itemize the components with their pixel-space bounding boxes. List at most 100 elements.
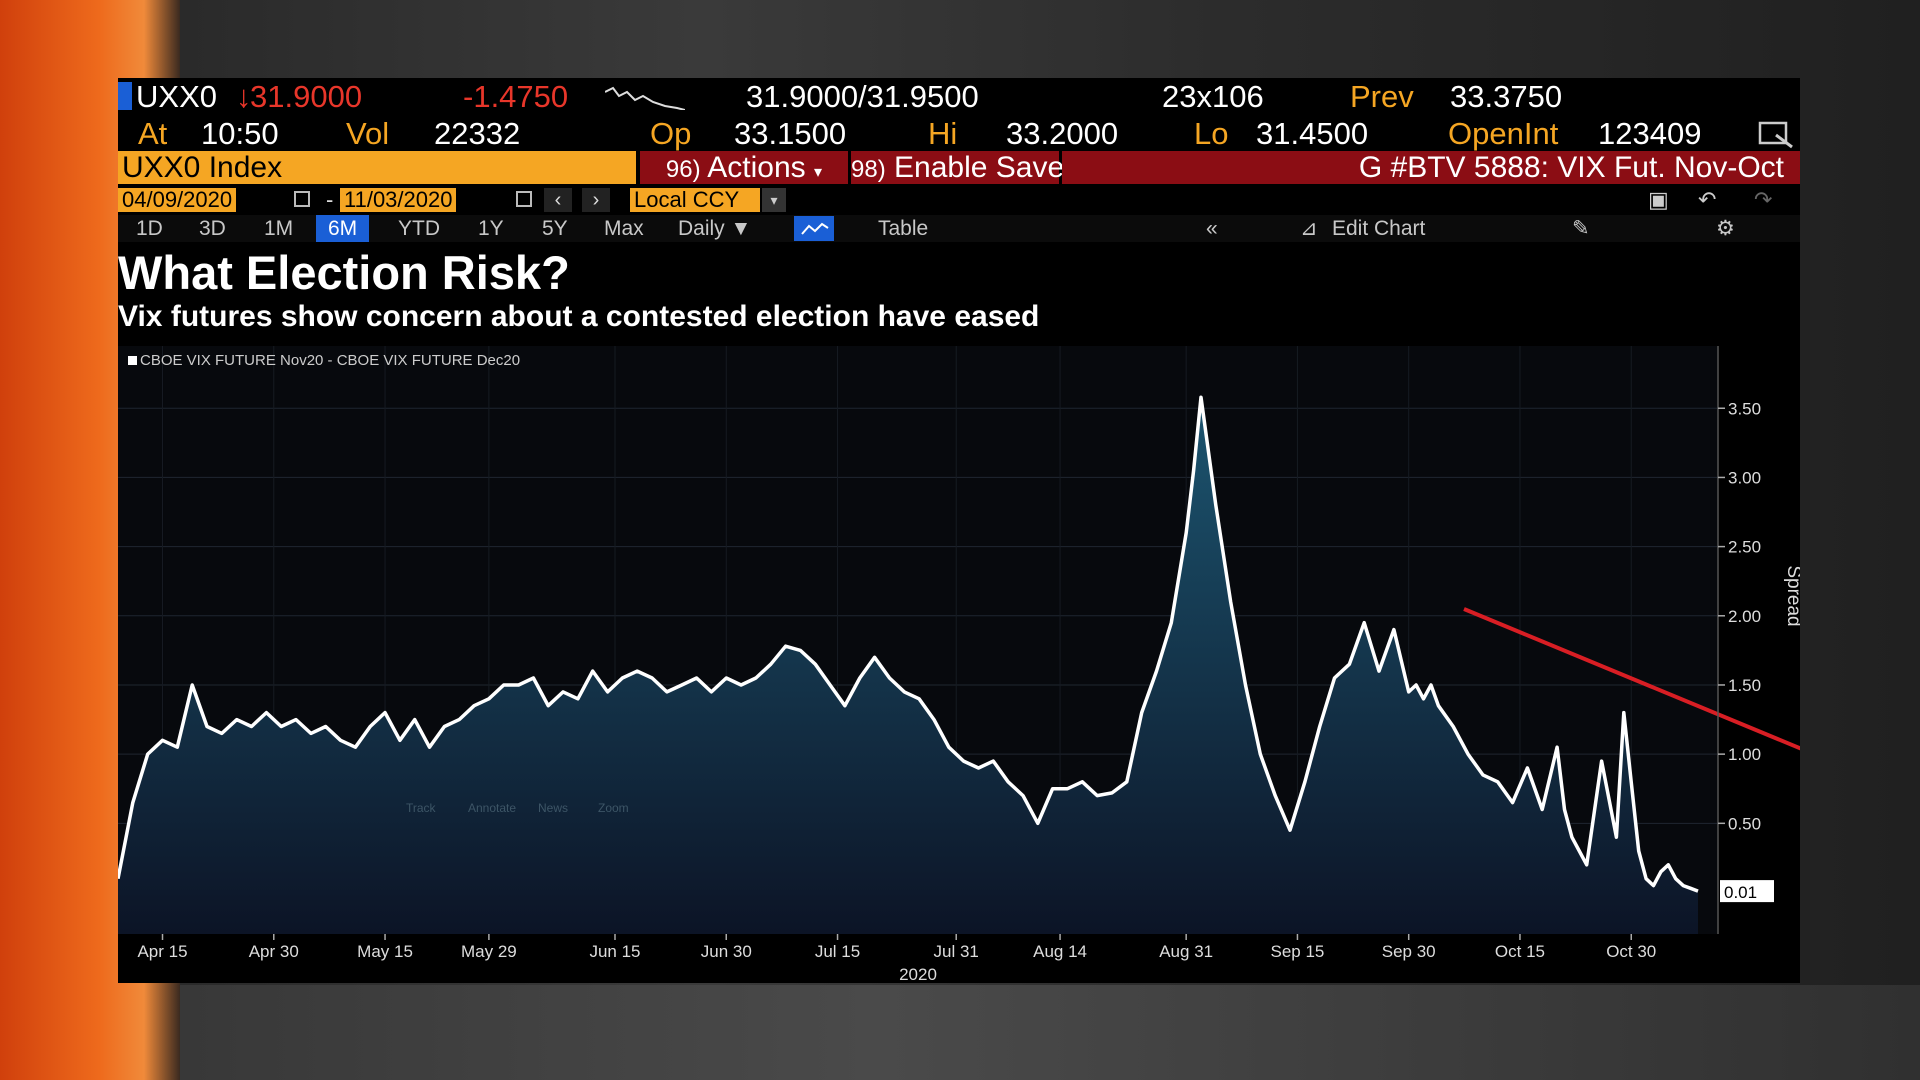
caret-down-icon[interactable]: ▾ — [762, 188, 786, 212]
calendar-icon[interactable] — [516, 191, 532, 207]
line-chart-icon[interactable] — [794, 216, 834, 241]
enable-save-button[interactable]: 98) Enable Save — [851, 151, 1064, 184]
end-date-field[interactable]: 11/03/2020 — [340, 188, 457, 212]
range-1d[interactable]: 1D — [136, 217, 163, 240]
overlay-hint-item: Zoom — [598, 801, 629, 815]
last-value-box — [1720, 880, 1774, 903]
x-tick-label: May 15 — [357, 942, 413, 961]
quote-line-1: UXX0 ↓ 31.9000 -1.4750 31.9000/31.9500 2… — [118, 78, 1800, 115]
redo-icon[interactable]: ↷ — [1754, 187, 1773, 212]
y-tick-label: 1.00 — [1728, 745, 1761, 764]
x-tick-label: Apr 15 — [137, 942, 187, 961]
y-tick-label: 1.50 — [1728, 676, 1761, 695]
gear-icon[interactable]: ⚙ — [1716, 217, 1735, 240]
range-ytd[interactable]: YTD — [398, 217, 440, 240]
range-6m[interactable]: 6M — [316, 215, 370, 242]
overlay-hint-item: Track — [406, 801, 437, 815]
security-field[interactable]: UXX0 Index — [118, 151, 636, 184]
x-tick-label: Jun 15 — [589, 942, 640, 961]
background-desk — [180, 985, 1920, 1080]
bid-ask-size: 23x106 — [1162, 79, 1264, 114]
sparkline-icon — [605, 86, 685, 110]
quote-time: 10:50 — [201, 116, 279, 151]
save-number: 98) — [851, 156, 886, 183]
overlay-hint-item: News — [538, 801, 568, 815]
spread-line — [118, 395, 1699, 893]
trend-arrow — [1463, 607, 1800, 751]
frequency-select[interactable]: Daily ▼ — [678, 215, 751, 242]
edit-chart-button[interactable]: Edit Chart — [1332, 217, 1426, 240]
x-axis-label: 2020 — [899, 965, 937, 983]
command-bar: UXX0 Index 96) Actions ▾ 98) Enable Save… — [118, 151, 1800, 184]
x-tick-label: Oct 30 — [1606, 942, 1656, 961]
x-tick-label: Jun 30 — [701, 942, 752, 961]
headline: What Election Risk? — [118, 246, 570, 299]
security-marker — [118, 82, 132, 110]
play-icon[interactable]: ▣ — [1648, 187, 1669, 212]
net-change: -1.4750 — [463, 79, 569, 114]
spread-area — [118, 397, 1698, 934]
x-tick-label: May 29 — [461, 942, 517, 961]
subheadline: Vix futures show concern about a contest… — [118, 300, 1040, 333]
bid-ask: 31.9000/31.9500 — [746, 79, 979, 114]
collapse-icon[interactable]: « — [1206, 217, 1218, 240]
calendar-icon[interactable] — [294, 191, 310, 207]
annotate-icon[interactable]: ✎ — [1572, 217, 1590, 240]
vol-label: Vol — [346, 116, 390, 151]
undo-icon[interactable]: ↶ — [1698, 187, 1717, 212]
screenshot-icon[interactable] — [1758, 119, 1796, 149]
x-tick-label: Aug 14 — [1033, 942, 1087, 961]
vol-value: 22332 — [434, 116, 521, 151]
table-button[interactable]: Table — [878, 217, 929, 240]
page-title: G #BTV 5888: VIX Fut. Nov-Oct — [1062, 151, 1800, 184]
terminal-window: UXX0 ↓ 31.9000 -1.4750 31.9000/31.9500 2… — [118, 78, 1800, 983]
date-range-bar: 04/09/2020 - 11/03/2020 ‹ › Local CCY ▾ … — [118, 186, 1800, 214]
prev-label: Prev — [1350, 79, 1414, 114]
date-separator: - — [326, 187, 334, 212]
hi-label: Hi — [928, 116, 958, 151]
op-value: 33.1500 — [734, 116, 847, 151]
range-5y[interactable]: 5Y — [542, 217, 568, 240]
y-tick-label: 3.50 — [1728, 399, 1761, 418]
range-1y[interactable]: 1Y — [478, 217, 504, 240]
openint-value: 123409 — [1598, 116, 1702, 151]
currency-select[interactable]: Local CCY — [630, 188, 760, 212]
caret-down-icon: ▾ — [814, 164, 823, 181]
legend-entry: CBOE VIX FUTURE Nov20 - CBOE VIX FUTURE … — [140, 352, 520, 369]
save-label: Enable Save — [894, 151, 1065, 184]
actions-label: Actions — [707, 151, 806, 184]
lo-value: 31.4500 — [1256, 116, 1369, 151]
chevron-right-icon[interactable]: › — [582, 188, 610, 212]
prev-value: 33.3750 — [1450, 79, 1563, 114]
range-max[interactable]: Max — [604, 217, 644, 240]
range-bar: 1D 3D 1M 6M YTD 1Y 5Y Max Daily ▼ Table … — [118, 215, 1800, 242]
y-tick-label: 2.00 — [1728, 607, 1761, 626]
x-tick-label: Aug 31 — [1159, 942, 1213, 961]
x-tick-label: Apr 30 — [249, 942, 299, 961]
spread-chart: 3.50 3.00 2.50 2.00 1.50 1.00 0.50 Spread 0.01 A… — [118, 346, 1800, 983]
down-arrow-icon: ↓ — [236, 79, 252, 114]
range-3d[interactable]: 3D — [199, 217, 226, 240]
x-tick-label: Oct 15 — [1495, 942, 1545, 961]
quote-line-2: At 10:50 Vol 22332 Op 33.1500 Hi 33.2000… — [118, 115, 1800, 151]
range-1m[interactable]: 1M — [264, 217, 294, 240]
op-label: Op — [650, 116, 692, 151]
x-tick-label: Jul 31 — [934, 942, 979, 961]
at-label: At — [138, 116, 168, 151]
y-tick-label: 3.00 — [1728, 468, 1761, 487]
start-date-field[interactable]: 04/09/2020 — [118, 188, 237, 212]
y-axis-label: Spread — [1783, 565, 1800, 626]
edit-chart-icon: ⊿ — [1300, 217, 1318, 240]
hi-value: 33.2000 — [1006, 116, 1119, 151]
ticker[interactable]: UXX0 — [136, 79, 217, 114]
legend-swatch — [128, 356, 137, 365]
actions-menu-button[interactable]: 96) Actions ▾ — [640, 151, 848, 184]
openint-label: OpenInt — [1448, 116, 1559, 151]
last-value-label: 0.01 — [1724, 883, 1757, 902]
chevron-left-icon[interactable]: ‹ — [544, 188, 572, 212]
y-tick-label: 0.50 — [1728, 814, 1761, 833]
caret-down-icon: ▼ — [730, 217, 752, 240]
x-tick-label: Jul 15 — [815, 942, 860, 961]
last-price: 31.9000 — [250, 79, 363, 114]
x-tick-label: Sep 15 — [1270, 942, 1324, 961]
